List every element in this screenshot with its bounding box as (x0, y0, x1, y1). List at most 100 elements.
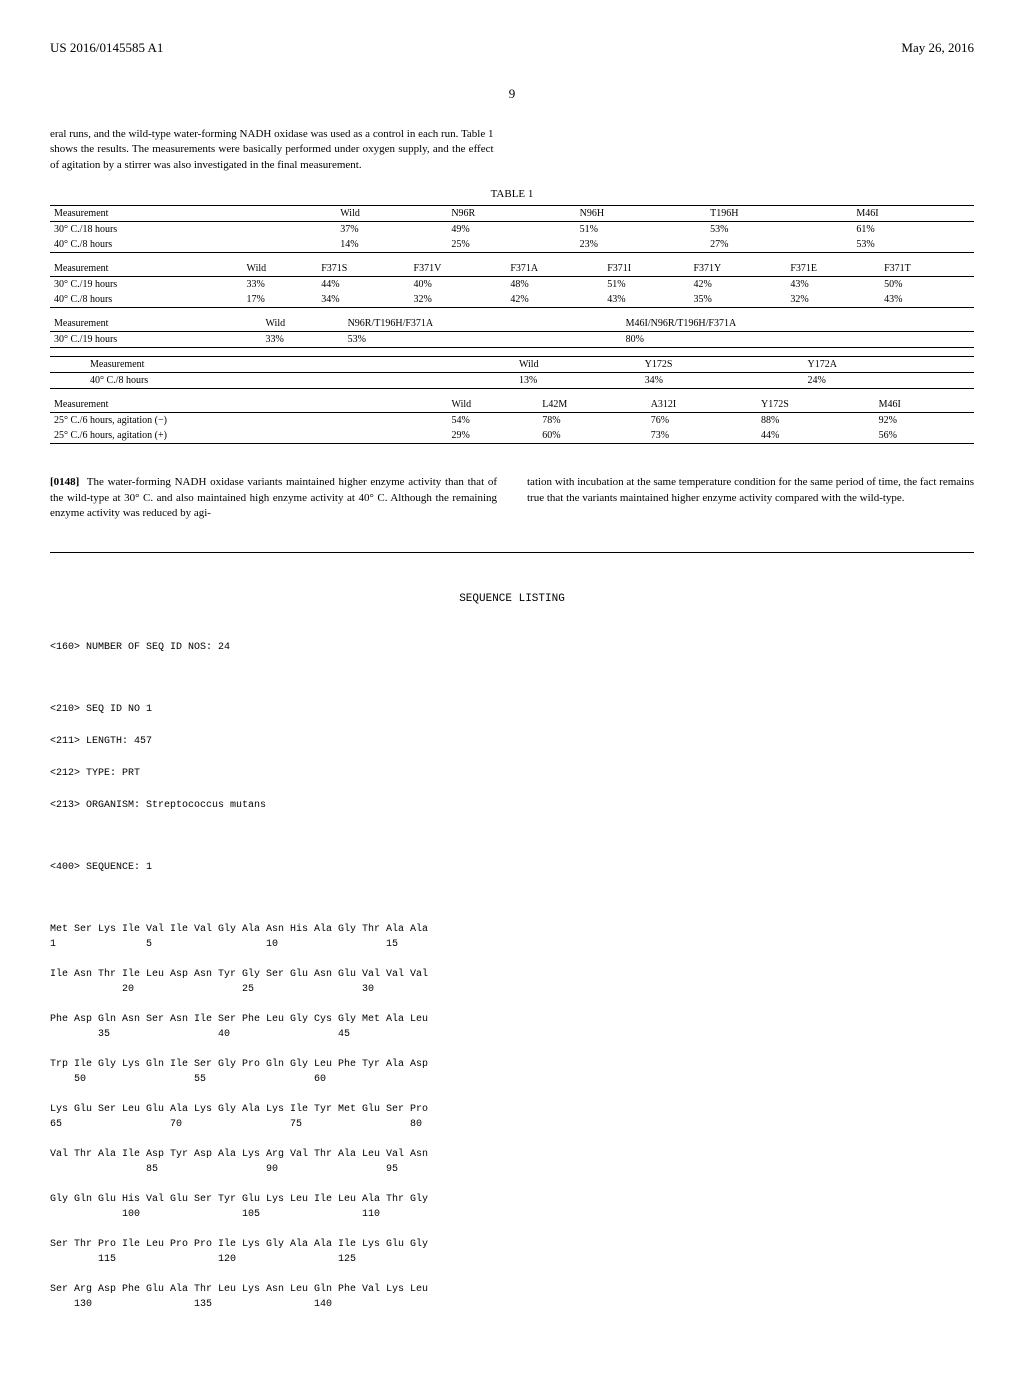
publication-date: May 26, 2016 (901, 40, 974, 56)
table-cell: 33% (243, 277, 318, 293)
table-cell: 51% (576, 222, 707, 238)
seq-header-211: <211> LENGTH: 457 (50, 734, 974, 749)
table-cell: 42% (690, 277, 787, 293)
table-header: Measurement (50, 261, 243, 277)
paragraph-1: eral runs, and the wild-type water-formi… (50, 127, 494, 173)
table-1-section-1: Measurement Wild N96R N96H T196H M46I 30… (50, 205, 974, 253)
table-1-title: TABLE 1 (50, 188, 974, 200)
table-header: L42M (538, 397, 646, 413)
table-cell: 48% (506, 277, 603, 293)
paragraph-2-left: [0148] The water-forming NADH oxidase va… (50, 475, 497, 521)
table-cell: 44% (317, 277, 409, 293)
table-cell: 80% (622, 332, 974, 348)
table-cell: 92% (875, 413, 974, 429)
table-cell: 32% (410, 292, 507, 308)
table-cell: 88% (757, 413, 875, 429)
table-1-section-4: Measurement Wild Y172S Y172A 40° C./8 ho… (50, 356, 974, 389)
sequence-content: <160> NUMBER OF SEQ ID NOS: 24 <210> SEQ… (50, 625, 974, 1342)
table-cell: 76% (647, 413, 757, 429)
table-cell: 27% (706, 237, 852, 253)
table-header: F371V (410, 261, 507, 277)
table-cell: 25° C./6 hours, agitation (+) (50, 428, 448, 444)
table-header: Y172S (641, 357, 804, 373)
paragraph-2-text: The water-forming NADH oxidase variants … (50, 476, 497, 519)
table-cell: 43% (786, 277, 880, 293)
table-cell: 56% (875, 428, 974, 444)
table-cell: 53% (706, 222, 852, 238)
table-header: Wild (262, 316, 344, 332)
table-cell: 30° C./19 hours (50, 277, 243, 293)
sequence-listing-title: SEQUENCE LISTING (50, 593, 974, 605)
table-cell: 51% (603, 277, 689, 293)
table-header: T196H (706, 206, 852, 222)
table-cell: 49% (447, 222, 575, 238)
table-cell: 24% (804, 373, 974, 389)
table-header: F371A (506, 261, 603, 277)
table-header: Y172A (804, 357, 974, 373)
table-header: Wild (448, 397, 539, 413)
table-cell: 33% (262, 332, 344, 348)
page-number: 9 (50, 86, 974, 102)
table-cell: 43% (603, 292, 689, 308)
table-cell: 35% (690, 292, 787, 308)
table-cell: 44% (757, 428, 875, 444)
table-header: M46I/N96R/T196H/F371A (622, 316, 974, 332)
table-cell: 25% (447, 237, 575, 253)
table-cell: 40% (410, 277, 507, 293)
seq-header-213: <213> ORGANISM: Streptococcus mutans (50, 798, 974, 813)
table-header: N96R (447, 206, 575, 222)
table-header: F371S (317, 261, 409, 277)
document-header: US 2016/0145585 A1 May 26, 2016 (50, 40, 974, 56)
table-header: F371Y (690, 261, 787, 277)
table-cell: 54% (448, 413, 539, 429)
table-header: M46I (852, 206, 974, 222)
table-cell: 78% (538, 413, 646, 429)
table-cell: 34% (641, 373, 804, 389)
table-header: F371E (786, 261, 880, 277)
table-cell: 40° C./8 hours (50, 373, 515, 389)
table-header: F371I (603, 261, 689, 277)
table-cell: 43% (880, 292, 974, 308)
table-header: Measurement (50, 357, 515, 373)
table-cell: 53% (852, 237, 974, 253)
table-cell: 25° C./6 hours, agitation (−) (50, 413, 448, 429)
table-header: N96R/T196H/F371A (344, 316, 622, 332)
table-header: M46I (875, 397, 974, 413)
table-cell: 13% (515, 373, 641, 389)
table-header: Wild (336, 206, 447, 222)
table-cell: 23% (576, 237, 707, 253)
table-cell: 30° C./18 hours (50, 222, 336, 238)
sequence-listing: SEQUENCE LISTING <160> NUMBER OF SEQ ID … (50, 552, 974, 1342)
table-cell: 37% (336, 222, 447, 238)
table-cell: 14% (336, 237, 447, 253)
sequence-lines: Met Ser Lys Ile Val Ile Val Gly Ala Asn … (50, 922, 974, 1312)
seq-header-160: <160> NUMBER OF SEQ ID NOS: 24 (50, 640, 974, 655)
table-1-section-3: Measurement Wild N96R/T196H/F371A M46I/N… (50, 316, 974, 348)
table-cell: 29% (448, 428, 539, 444)
table-cell: 40° C./8 hours (50, 237, 336, 253)
table-header: F371T (880, 261, 974, 277)
table-cell: 60% (538, 428, 646, 444)
table-header: Y172S (757, 397, 875, 413)
table-header: A312I (647, 397, 757, 413)
table-cell: 73% (647, 428, 757, 444)
table-cell: 30° C./19 hours (50, 332, 262, 348)
table-header: Measurement (50, 206, 336, 222)
publication-number: US 2016/0145585 A1 (50, 40, 163, 56)
table-cell: 53% (344, 332, 622, 348)
paragraph-number: [0148] (50, 476, 79, 488)
table-header: N96H (576, 206, 707, 222)
seq-header-212: <212> TYPE: PRT (50, 766, 974, 781)
table-1-section-2: Measurement Wild F371S F371V F371A F371I… (50, 261, 974, 308)
table-cell: 50% (880, 277, 974, 293)
table-header: Measurement (50, 397, 448, 413)
table-cell: 40° C./8 hours (50, 292, 243, 308)
table-cell: 17% (243, 292, 318, 308)
table-header: Measurement (50, 316, 262, 332)
table-cell: 34% (317, 292, 409, 308)
table-header: Wild (515, 357, 641, 373)
seq-header-400: <400> SEQUENCE: 1 (50, 860, 974, 875)
paragraph-2-right: tation with incubation at the same tempe… (527, 475, 974, 506)
seq-header-210: <210> SEQ ID NO 1 (50, 702, 974, 717)
table-cell: 42% (506, 292, 603, 308)
